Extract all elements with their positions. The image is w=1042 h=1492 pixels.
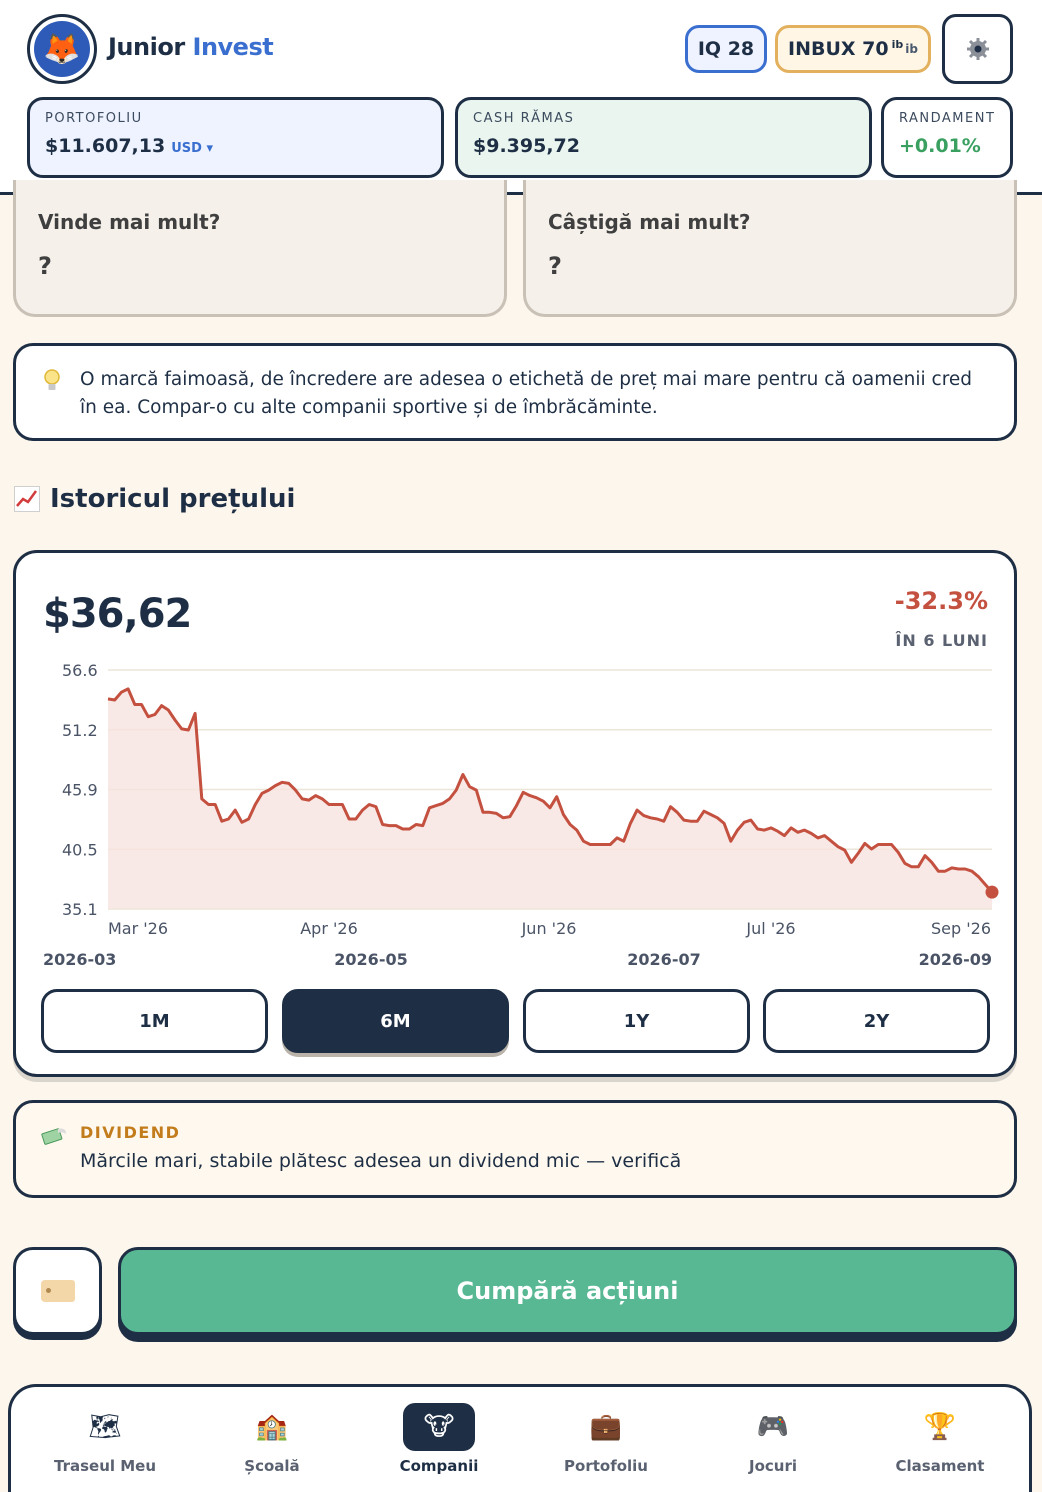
- section-title-text: Istoricul prețului: [50, 484, 296, 514]
- last-price-dot: [985, 885, 999, 899]
- date-label: 2026-03: [43, 950, 116, 969]
- range-button-1y[interactable]: 1Y: [523, 989, 750, 1053]
- money-wings-icon: [40, 1125, 68, 1155]
- tip-card: O marcă faimoasă, de încredere are adese…: [13, 343, 1017, 441]
- date-label: 2026-07: [627, 950, 700, 969]
- date-label: 2026-09: [919, 950, 992, 969]
- trophy-icon: 🏆: [923, 1412, 957, 1442]
- x-tick-label: Apr '26: [300, 919, 358, 938]
- gear-icon: [966, 38, 989, 60]
- nav-item-portofoliu[interactable]: 💼 Portofoliu: [522, 1387, 690, 1492]
- map-icon: 🗺: [88, 1412, 122, 1442]
- lightbulb-icon: [42, 368, 62, 402]
- return-value: +0.01%: [899, 135, 981, 157]
- iq-badge[interactable]: IQ 28: [685, 25, 767, 73]
- portfolio-label: PORTOFOLIU: [45, 111, 143, 126]
- school-icon: 🏫: [255, 1412, 289, 1442]
- nav-label: Companii: [399, 1457, 479, 1475]
- price-tag-button[interactable]: [13, 1247, 102, 1335]
- y-tick-label: 56.6: [62, 661, 98, 680]
- buy-shares-button[interactable]: Cumpără acțiuni: [118, 1247, 1017, 1335]
- x-tick-label: Sep '26: [931, 919, 991, 938]
- quiz-card-earns-more[interactable]: Câștigă mai mult? ?: [523, 180, 1017, 317]
- section-title: Istoricul prețului: [14, 484, 295, 514]
- price-tag-icon: [40, 1280, 75, 1302]
- inbux-badge[interactable]: INBUX 70 ib ib: [775, 25, 931, 73]
- price-area: [108, 688, 992, 909]
- range-button-1m[interactable]: 1M: [41, 989, 268, 1053]
- inbux-value: INBUX 70: [788, 38, 889, 60]
- return-label: RANDAMENT: [899, 111, 996, 126]
- nav-label: Portofoliu: [564, 1457, 648, 1475]
- dividend-text: Mărcile mari, stabile plătesc adesea un …: [80, 1150, 682, 1172]
- x-tick-label: Jun '26: [521, 919, 577, 938]
- cow-icon: 🐮: [403, 1403, 475, 1451]
- nav-label: Traseul Meu: [53, 1457, 157, 1475]
- y-tick-label: 35.1: [62, 900, 98, 919]
- inbux-unit: ib: [905, 42, 918, 56]
- nav-label: Clasament: [895, 1457, 985, 1475]
- inbux-sup: ib: [891, 37, 904, 51]
- dividend-label: DIVIDEND: [80, 1123, 181, 1142]
- nav-label: Școală: [244, 1457, 300, 1475]
- x-tick-label: Mar '26: [108, 919, 168, 938]
- y-tick-label: 45.9: [62, 781, 98, 800]
- settings-button[interactable]: [942, 14, 1013, 84]
- range-button-6m[interactable]: 6M: [282, 989, 509, 1053]
- y-tick-label: 40.5: [62, 840, 98, 859]
- portfolio-stat[interactable]: PORTOFOLIU $11.607,13 USD ▾: [27, 97, 444, 178]
- nav-label: Jocuri: [749, 1457, 797, 1475]
- y-tick-label: 51.2: [62, 721, 98, 740]
- nav-item-jocuri[interactable]: 🎮 Jocuri: [689, 1387, 857, 1492]
- quiz-card-sells-more[interactable]: Vinde mai mult? ?: [13, 180, 507, 317]
- price-change: -32.3%: [894, 587, 988, 615]
- briefcase-icon: 💼: [589, 1412, 623, 1442]
- return-stat: RANDAMENT +0.01%: [881, 97, 1013, 178]
- quiz-question: Câștigă mai mult?: [548, 210, 751, 234]
- app-title: Junior Invest: [108, 33, 274, 61]
- price-chart[interactable]: 56.6 51.2 45.9 40.5 35.1 Mar '26 Apr '26 Jun '2…: [16, 553, 1014, 973]
- current-price: $36,62: [43, 591, 192, 637]
- dividend-card: DIVIDEND Mărcile mari, stabile plătesc a…: [13, 1100, 1017, 1198]
- change-period: ÎN 6 LUNI: [895, 631, 988, 650]
- bottom-nav: 🗺 Traseul Meu 🏫 Școală 🐮 Companii 💼 Port…: [8, 1384, 1032, 1492]
- brand-junior: Junior: [108, 33, 185, 61]
- gamepad-icon: 🎮: [756, 1412, 790, 1442]
- portfolio-value: $11.607,13: [45, 135, 166, 157]
- price-chart-card: $36,62 -32.3% ÎN 6 LUNI 56.6 51.2 45.9 40.5…: [13, 550, 1017, 1077]
- range-button-2y[interactable]: 2Y: [763, 989, 990, 1053]
- nav-item-companii[interactable]: 🐮 Companii: [355, 1387, 523, 1492]
- fox-avatar-icon: 🦊: [34, 21, 90, 77]
- price-line: [107, 687, 994, 894]
- quiz-question: Vinde mai mult?: [38, 210, 221, 234]
- quiz-answer: ?: [38, 252, 52, 280]
- cash-value: $9.395,72: [473, 135, 580, 157]
- brand-invest: Invest: [192, 33, 274, 61]
- nav-item-clasament[interactable]: 🏆 Clasament: [856, 1387, 1024, 1492]
- tip-text: O marcă faimoasă, de încredere are adese…: [80, 369, 973, 418]
- x-tick-label: Jul '26: [745, 919, 795, 938]
- app-header: 🦊 Junior Invest IQ 28 INBUX 70 ib ib POR…: [0, 0, 1042, 195]
- cash-label: CASH RĂMAS: [473, 111, 575, 126]
- cash-stat: CASH RĂMAS $9.395,72: [455, 97, 872, 178]
- avatar[interactable]: 🦊: [27, 14, 97, 84]
- currency-dropdown[interactable]: USD ▾: [171, 141, 213, 156]
- nav-item-traseul-meu[interactable]: 🗺 Traseul Meu: [21, 1387, 189, 1492]
- date-label: 2026-05: [334, 950, 407, 969]
- chart-increasing-icon: [14, 486, 40, 512]
- nav-item-scoala[interactable]: 🏫 Școală: [188, 1387, 356, 1492]
- quiz-answer: ?: [548, 252, 562, 280]
